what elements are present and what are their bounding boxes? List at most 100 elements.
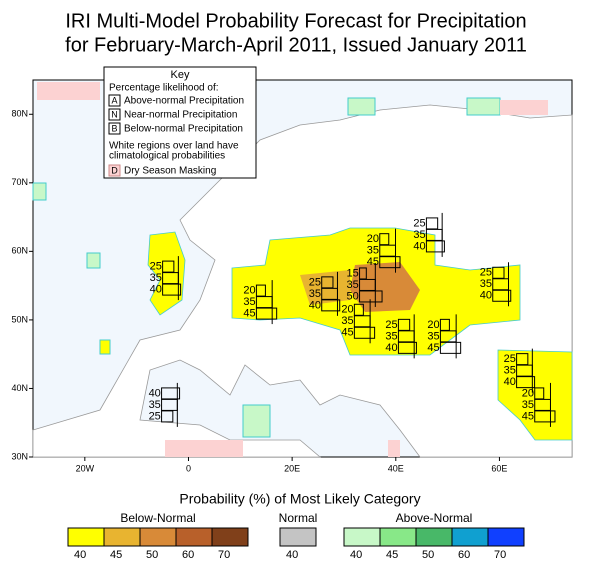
- forecast-label: 40: [149, 387, 161, 399]
- forecast-label: 35: [347, 279, 359, 291]
- colorbar-tick-label: 50: [422, 549, 434, 561]
- colorbar-swatch: [175, 527, 213, 547]
- forecast-bar: [439, 341, 462, 354]
- forecast-label: 35: [522, 399, 534, 411]
- key-note: climatological probabilities: [109, 151, 225, 162]
- key-item: Below-normal Precipitation: [124, 124, 243, 135]
- forecast-label: 50: [347, 290, 359, 302]
- x-tick-label: 60E: [491, 463, 507, 473]
- y-tick-label: 60N: [11, 246, 28, 256]
- y-tick-label: 50N: [11, 314, 28, 324]
- forecast-bar: [162, 283, 182, 296]
- forecast-label: 20: [243, 284, 255, 296]
- x-tick-label: 20E: [284, 463, 300, 473]
- key-heading: Key: [171, 69, 190, 81]
- dry-mask: [500, 100, 548, 115]
- forecast-label: 35: [504, 365, 516, 377]
- forecast-label: 35: [427, 330, 439, 342]
- title: IRI Multi-Model Probability Forecast for…: [65, 10, 526, 32]
- key-letter: N: [111, 109, 118, 119]
- forecast-bar: [425, 240, 445, 253]
- colorbar-tick-label: 70: [494, 549, 506, 561]
- region-below: [99, 339, 111, 355]
- title: for February-March-April 2011, Issued Ja…: [65, 34, 527, 56]
- key-item: Near-normal Precipitation: [124, 110, 237, 121]
- colorbar-swatch: [451, 527, 489, 547]
- key-letter: D: [111, 165, 118, 175]
- key-subtitle: Percentage likelihood of:: [109, 83, 219, 94]
- colorbar-tick-label: 45: [110, 549, 122, 561]
- forecast-label: 25: [149, 410, 161, 422]
- x-tick-label: 0: [186, 463, 191, 473]
- key-item: Above-normal Precipitation: [124, 96, 244, 107]
- forecast-bar: [397, 341, 417, 354]
- colorbar-group-name: Above-Normal: [396, 511, 473, 525]
- key-box: [103, 66, 257, 179]
- forecast-label: 35: [243, 296, 255, 308]
- forecast-bar: [353, 326, 376, 339]
- forecast-label: 35: [149, 399, 161, 411]
- region-above: [242, 404, 271, 438]
- forecast-label: 35: [341, 315, 353, 327]
- colorbar-swatch: [415, 527, 453, 547]
- colorbar: Below-Normal 40 45 50 60 70 Normal 40 Above-Norm…: [67, 511, 525, 561]
- colorbar-swatch: [211, 527, 249, 547]
- colorbar-swatch: [343, 527, 381, 547]
- forecast-bar: [534, 410, 556, 423]
- forecast-label: 25: [504, 353, 516, 365]
- forecast-label: 45: [427, 342, 439, 354]
- dry-mask: [37, 82, 100, 100]
- colorbar-tick-label: 45: [386, 549, 398, 561]
- forecast-label: 40: [309, 299, 321, 311]
- forecast-label: 35: [413, 229, 425, 241]
- y-tick-label: 40N: [11, 383, 28, 393]
- forecast-bar: [161, 410, 174, 423]
- region-above: [32, 182, 47, 201]
- key-letter: B: [111, 123, 117, 133]
- forecast-label: 15: [347, 267, 359, 279]
- forecast-label: 35: [385, 330, 397, 342]
- forecast-label: 35: [367, 245, 379, 257]
- forecast-label: 35: [309, 288, 321, 300]
- forecast-label: 20: [427, 319, 439, 331]
- forecast-label: 45: [367, 256, 379, 268]
- key-letter: A: [111, 95, 117, 105]
- colorbar-tick-label: 60: [182, 549, 194, 561]
- y-tick-label: 80N: [11, 109, 28, 119]
- colorbar-group-name: Below-Normal: [120, 511, 195, 525]
- forecast-label: 40: [385, 342, 397, 354]
- colorbar-swatch: [487, 527, 525, 547]
- key-item: Dry Season Masking: [124, 166, 216, 177]
- x-tick-label: 20W: [76, 463, 95, 473]
- dry-mask: [388, 440, 400, 457]
- key: Key Percentage likelihood of: A Above-no…: [103, 66, 257, 179]
- colorbar-tick-label: 60: [458, 549, 470, 561]
- forecast-label: 40: [150, 284, 162, 296]
- x-tick-label: 40E: [388, 463, 404, 473]
- forecast-bar: [379, 256, 401, 269]
- colorbar-swatch: [103, 527, 141, 547]
- forecast-label: 35: [150, 272, 162, 284]
- forecast-bar: [359, 290, 383, 303]
- key-letter-box: [108, 94, 121, 107]
- forecast-bar: [321, 299, 341, 312]
- colorbar-tick-label: 70: [218, 549, 230, 561]
- forecast-glyphs: 2535402035452535402535401535502535402035…: [149, 212, 556, 427]
- region-above: [86, 252, 101, 269]
- forecast-label: 40: [413, 240, 425, 252]
- forecast-label: 25: [309, 276, 321, 288]
- forecast-bar: [516, 376, 536, 389]
- colorbar-swatch: [379, 527, 417, 547]
- forecast-label: 20: [522, 387, 534, 399]
- forecast-label: 40: [504, 376, 516, 388]
- colorbar-swatch: [67, 527, 105, 547]
- dry-mask: [165, 440, 243, 457]
- colorbar-tick-label: 40: [286, 549, 298, 561]
- forecast-label: 20: [367, 233, 379, 245]
- key-note: White regions over land have: [109, 141, 239, 152]
- y-tick-label: 70N: [11, 177, 28, 187]
- forecast-label: 25: [480, 267, 492, 279]
- forecast-label: 35: [480, 278, 492, 290]
- forecast-label: 45: [243, 307, 255, 319]
- forecast-label: 25: [150, 261, 162, 273]
